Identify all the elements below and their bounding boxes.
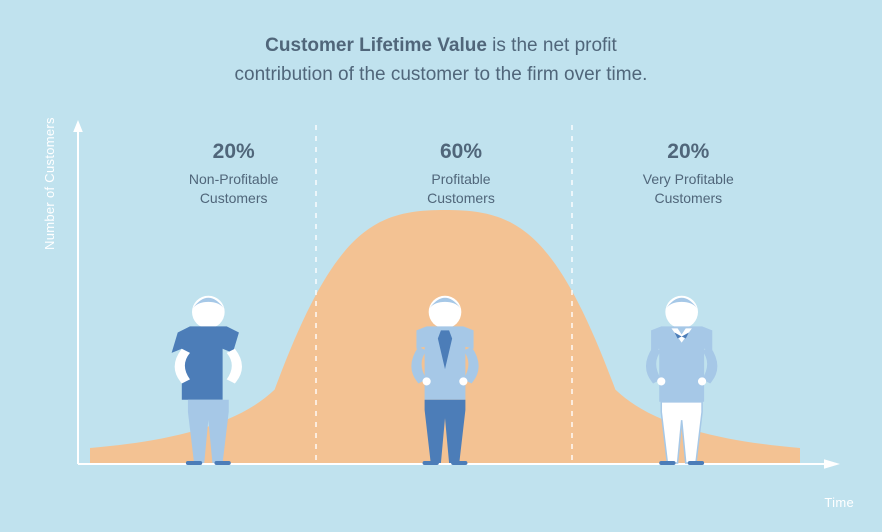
segment-2: 20% Very Profitable Customers	[575, 140, 802, 220]
y-axis-label: Number of Customers	[42, 117, 57, 250]
segment-1: 60% Profitable Customers	[347, 140, 574, 220]
y-axis	[73, 120, 83, 464]
segment-0-percent: 20%	[120, 140, 347, 164]
segment-0: 20% Non-Profitable Customers	[120, 140, 347, 220]
title-highlight: Customer Lifetime Value	[265, 35, 487, 56]
segment-2-label: Very Profitable Customers	[575, 170, 802, 208]
page-title: Customer Lifetime Value is the net profi…	[0, 32, 882, 89]
segment-1-percent: 60%	[347, 140, 574, 164]
segment-0-label: Non-Profitable Customers	[120, 170, 347, 208]
segment-labels: 20% Non-Profitable Customers 60% Profita…	[120, 140, 802, 220]
segment-2-percent: 20%	[575, 140, 802, 164]
infographic-root: Customer Lifetime Value is the net profi…	[0, 0, 882, 532]
segment-1-label: Profitable Customers	[347, 170, 574, 208]
title-rest-line1: is the net profit	[487, 35, 617, 56]
title-line2: contribution of the customer to the firm…	[0, 61, 882, 90]
